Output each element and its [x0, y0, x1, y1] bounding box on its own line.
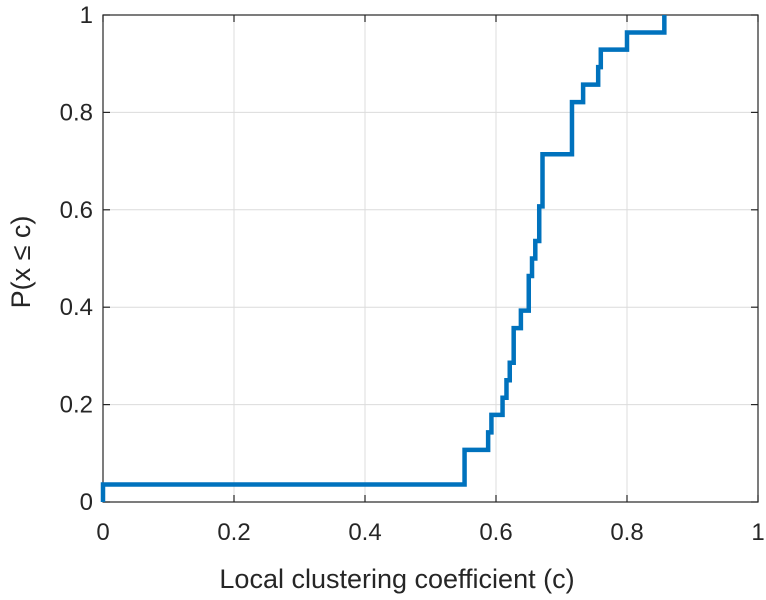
x-tick-label: 0.6: [479, 519, 512, 546]
y-tick-labels: 0 0.2 0.4 0.6 0.8 1: [60, 2, 93, 516]
x-tick-label: 0.4: [348, 519, 381, 546]
cdf-series-line: [100, 15, 667, 502]
x-axis-label: Local clustering coefficient (c): [219, 564, 574, 594]
plot-area-frame: [102, 14, 759, 503]
y-tick-label: 1: [80, 2, 93, 29]
y-axis-label: P(x ≤ c): [6, 216, 36, 309]
tick-marks: [102, 14, 759, 503]
x-tick-labels: 0 0.2 0.4 0.6 0.8 1: [96, 519, 764, 546]
y-tick-label: 0.4: [60, 294, 93, 321]
x-tick-label: 0: [96, 519, 109, 546]
x-tick-label: 0.2: [217, 519, 250, 546]
grid: [103, 15, 758, 502]
x-tick-label: 1: [751, 519, 764, 546]
y-tick-label: 0.8: [60, 99, 93, 126]
series-layer: [100, 15, 667, 502]
x-tick-label: 0.8: [610, 519, 643, 546]
y-tick-label: 0.6: [60, 197, 93, 224]
y-tick-label: 0.2: [60, 392, 93, 419]
y-tick-label: 0: [80, 489, 93, 516]
